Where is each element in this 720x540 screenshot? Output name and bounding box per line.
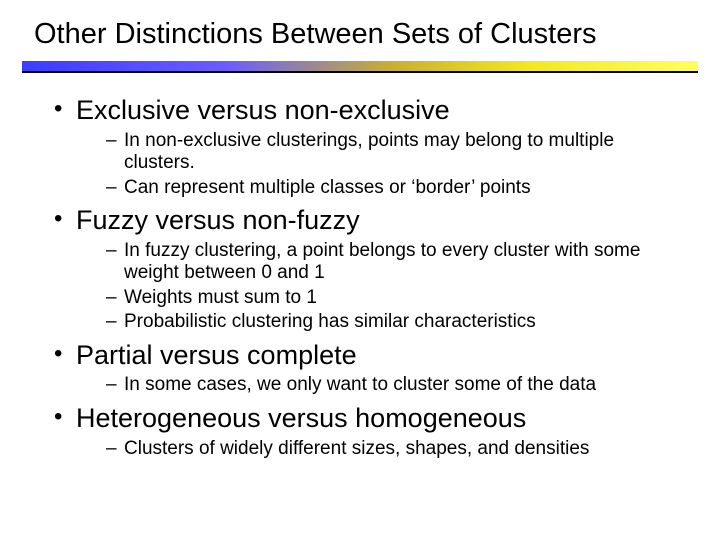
sub-bullet-item: In some cases, we only want to cluster s…: [106, 374, 690, 396]
slide-content: Exclusive versus non-exclusive In non-ex…: [0, 73, 720, 460]
sub-bullet-item: Can represent multiple classes or ‘borde…: [106, 177, 690, 199]
bullet-text: Heterogeneous versus homogeneous: [76, 403, 526, 433]
sub-bullet-list: In non-exclusive clusterings, points may…: [76, 130, 690, 199]
sub-bullet-item: In non-exclusive clusterings, points may…: [106, 130, 690, 175]
sub-bullet-item: Probabilistic clustering has similar cha…: [106, 311, 690, 333]
sub-bullet-list: Clusters of widely different sizes, shap…: [76, 438, 690, 460]
sub-bullet-item: In fuzzy clustering, a point belongs to …: [106, 240, 690, 285]
sub-bullet-list: In fuzzy clustering, a point belongs to …: [76, 240, 690, 334]
sub-bullet-list: In some cases, we only want to cluster s…: [76, 374, 690, 396]
bullet-text: Partial versus complete: [76, 340, 357, 370]
bullet-text: Fuzzy versus non-fuzzy: [76, 205, 360, 235]
bullet-item: Exclusive versus non-exclusive In non-ex…: [54, 95, 690, 199]
bullet-item: Fuzzy versus non-fuzzy In fuzzy clusteri…: [54, 205, 690, 333]
bullet-item: Partial versus complete In some cases, w…: [54, 340, 690, 397]
sub-bullet-item: Clusters of widely different sizes, shap…: [106, 438, 690, 460]
slide: Other Distinctions Between Sets of Clust…: [0, 0, 720, 540]
bullet-text: Exclusive versus non-exclusive: [76, 95, 450, 125]
bullet-item: Heterogeneous versus homogeneous Cluster…: [54, 403, 690, 460]
bullet-list: Exclusive versus non-exclusive In non-ex…: [30, 95, 690, 460]
sub-bullet-item: Weights must sum to 1: [106, 287, 690, 309]
slide-title: Other Distinctions Between Sets of Clust…: [0, 0, 720, 61]
title-divider: [22, 61, 698, 73]
